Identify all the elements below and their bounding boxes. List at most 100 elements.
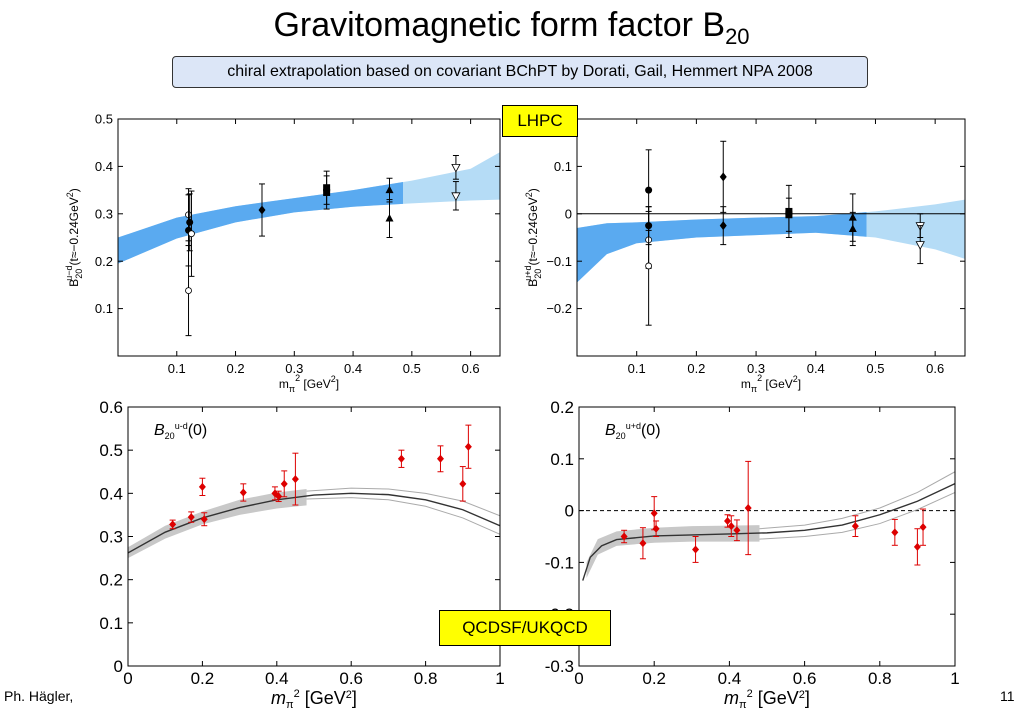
- plot-frame: [576, 118, 966, 357]
- y-tick-label: -0.3: [545, 657, 574, 676]
- ylabel-sup: u+d: [523, 266, 533, 281]
- author-footer: Ph. Hägler,: [4, 688, 74, 704]
- xlabel-sup2: 2: [331, 374, 336, 384]
- curve-upper: [759, 471, 955, 530]
- data-point: [200, 515, 208, 524]
- inset-sub: 20: [616, 431, 626, 441]
- data-point: [323, 188, 331, 196]
- xlabel-end: ]: [798, 377, 801, 391]
- y-tick-label: 0.5: [99, 441, 123, 460]
- xlabel-main: m: [724, 688, 739, 708]
- qcdsf-ukqcd-label: QCDSF/UKQCD: [439, 610, 611, 646]
- x-tick-label: 0.2: [687, 361, 705, 376]
- curve-lower: [306, 497, 500, 535]
- data-point: [169, 520, 177, 529]
- xlabel-end: ]: [805, 688, 810, 708]
- inset-sub: 20: [165, 431, 175, 441]
- data-point: [280, 479, 288, 488]
- x-axis-label: mπ2 [GeV2]: [741, 373, 801, 394]
- inset-rest: (0): [641, 422, 661, 439]
- y-tick-label: 0.1: [554, 159, 572, 174]
- plot-area: [579, 460, 955, 581]
- xlabel-end: ]: [352, 688, 357, 708]
- data-point: [744, 504, 752, 513]
- inset-label: B20u+d(0): [605, 421, 661, 441]
- y-tick-label: 0.1: [99, 614, 123, 633]
- inset-sup: u+d: [626, 421, 641, 431]
- x-tick-label: 0: [574, 669, 583, 688]
- x-tick-label: 0.1: [628, 361, 646, 376]
- xlabel-main: m: [741, 377, 751, 391]
- xlabel-rest: [GeV: [300, 377, 331, 391]
- x-tick-label: 0.5: [403, 361, 421, 376]
- x-tick-label: 0: [123, 669, 132, 688]
- xlabel-sup: 2: [747, 688, 753, 700]
- data-point: [258, 205, 266, 215]
- xlabel-sup2: 2: [346, 689, 352, 701]
- y-axis-label: B20u−d(t≈−0.24GeV2): [64, 188, 84, 287]
- y-tick-label: 0.3: [95, 206, 113, 221]
- xlabel-sup: 2: [294, 688, 300, 700]
- data-point: [187, 513, 195, 522]
- x-tick-label: 0.4: [265, 669, 289, 688]
- y-tick-label: 0.6: [99, 398, 123, 417]
- x-tick-label: 0.1: [168, 361, 186, 376]
- x-axis-label: mπ2 [GeV2]: [271, 688, 357, 708]
- data-point: [186, 218, 194, 226]
- band-light: [577, 199, 965, 283]
- slide-title: Gravitomagnetic form factor B20: [0, 6, 1023, 50]
- inset-main: B: [605, 422, 616, 439]
- x-tick-label: 0.2: [191, 669, 215, 688]
- data-point: [188, 230, 195, 238]
- x-tick-label: 1: [950, 669, 959, 688]
- xlabel-rest: [GeV: [300, 688, 346, 708]
- plot-area: [118, 152, 500, 337]
- x-axis-label: mπ2 [GeV2]: [724, 688, 810, 708]
- x-tick-label: 0.4: [344, 361, 362, 376]
- xlabel-sup2: 2: [793, 374, 798, 384]
- x-tick-label: 0.3: [285, 361, 303, 376]
- y-tick-label: −0.2: [546, 301, 572, 316]
- data-point: [915, 241, 925, 250]
- data-point: [733, 526, 741, 535]
- data-point: [919, 523, 927, 532]
- title-text: Gravitomagnetic form factor B: [273, 6, 726, 44]
- data-point: [275, 492, 283, 501]
- ylabel-main: B: [526, 279, 540, 287]
- xlabel-sup: 2: [295, 373, 300, 383]
- xlabel-rest: [GeV: [753, 688, 799, 708]
- data-point: [719, 221, 727, 231]
- data-point: [459, 479, 467, 488]
- y-tick-label: 0.5: [95, 112, 113, 127]
- data-point: [291, 475, 299, 484]
- lhpc-label: LHPC: [502, 105, 578, 137]
- xlabel-sub: π: [739, 699, 747, 708]
- x-tick-label: 0.2: [642, 669, 666, 688]
- y-tick-label: 0.2: [95, 254, 113, 269]
- inset-sup: u-d: [175, 421, 188, 431]
- data-point: [650, 509, 658, 518]
- xlabel-sup: 2: [757, 373, 762, 383]
- x-tick-label: 0.4: [718, 669, 742, 688]
- y-tick-label: 0.1: [95, 301, 113, 316]
- data-point: [652, 524, 660, 533]
- x-tick-label: 0.6: [339, 669, 363, 688]
- data-point: [385, 214, 394, 222]
- y-tick-label: 0: [565, 502, 574, 521]
- data-point: [198, 482, 206, 491]
- plot-area: [577, 140, 965, 326]
- data-point: [464, 442, 472, 451]
- y-tick-label: 0: [565, 206, 572, 221]
- page-number: 11: [1000, 688, 1015, 704]
- plot-area: [128, 424, 500, 559]
- x-tick-label: 0.6: [462, 361, 480, 376]
- error-band: [586, 525, 760, 578]
- y-tick-label: -0.1: [545, 553, 574, 572]
- curve-lower: [759, 492, 955, 540]
- inset-label: B20u-d(0): [154, 421, 207, 441]
- data-point: [848, 224, 857, 232]
- x-axis-label: mπ2 [GeV2]: [279, 373, 339, 394]
- data-point: [620, 532, 628, 541]
- y-tick-label: 0.2: [99, 571, 123, 590]
- data-point: [724, 516, 732, 525]
